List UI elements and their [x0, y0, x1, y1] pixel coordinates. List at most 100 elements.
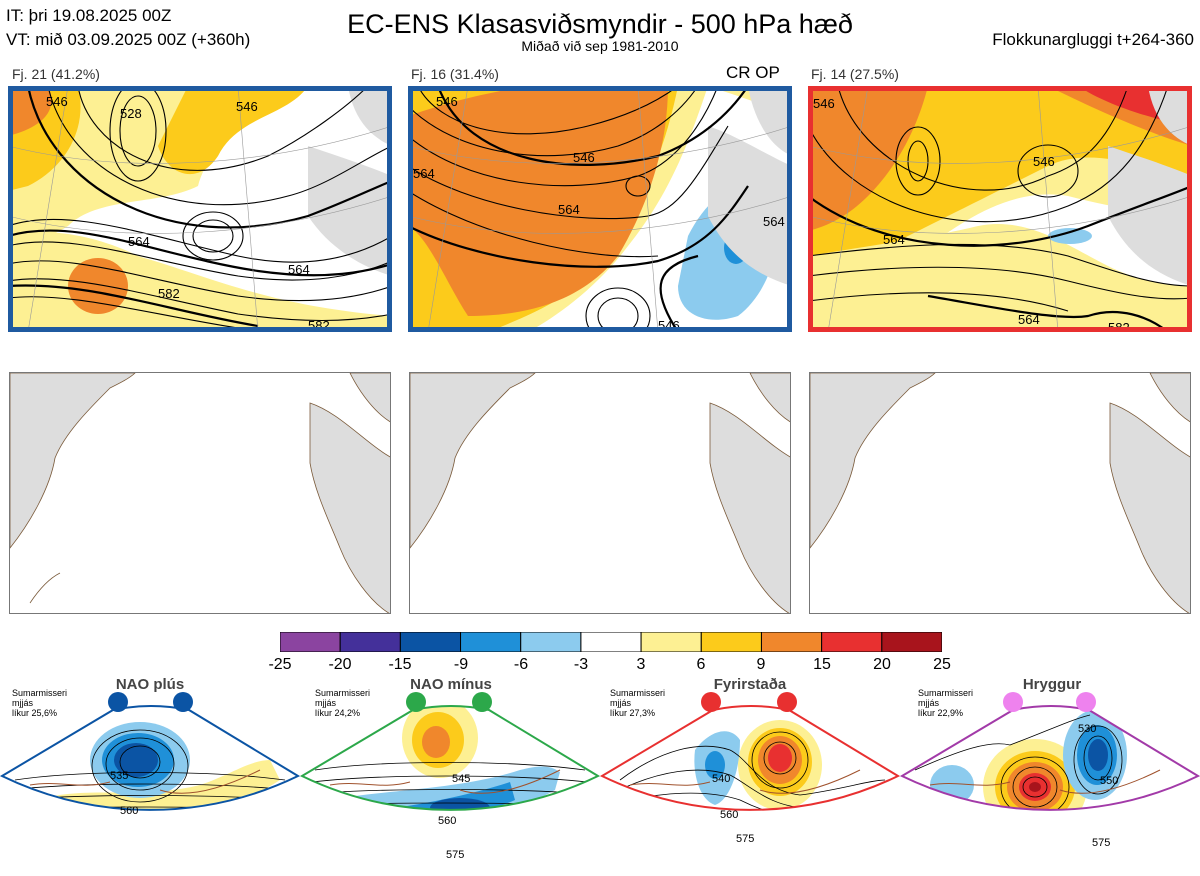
contour-label: 528	[120, 106, 142, 121]
regime-4-map: 530 550 575	[899, 690, 1200, 871]
contour-label: 560	[120, 805, 138, 817]
contour-label: 564	[558, 202, 580, 217]
contour-label: 575	[1092, 837, 1110, 849]
colorbar-tick: 25	[933, 656, 951, 673]
init-time: IT: þri 19.08.2025 00Z	[6, 6, 172, 25]
colorbar-tick: -9	[453, 656, 469, 673]
contour-label: 575	[736, 833, 754, 845]
colorbar-swatch	[760, 631, 823, 653]
colorbar-tick: -3	[573, 656, 589, 673]
contour-label: 564	[1018, 312, 1040, 327]
regime-2-note: Sumarmisseri mjjás líkur 24,2%	[315, 688, 370, 718]
cluster-3-map: 546 564 564 582 546	[808, 86, 1192, 332]
contour-label: 560	[438, 815, 456, 827]
colorbar-tick: -25	[268, 656, 292, 673]
regime-2-title: NAO mínus	[410, 676, 492, 693]
colorbar-cells	[279, 631, 943, 653]
contour-label: 564	[883, 232, 905, 247]
colorbar-tick: 15	[813, 656, 831, 673]
colorbar-tick: -15	[388, 656, 412, 673]
contour-label: 546	[1033, 154, 1055, 169]
contour-label: 564	[128, 234, 150, 249]
contour-label: 560	[720, 809, 738, 821]
colorbar-swatch	[460, 631, 522, 653]
anomaly-positive-strong	[408, 86, 668, 316]
contour-label: 582	[158, 286, 180, 301]
anomaly-positive-strong	[808, 86, 928, 231]
regime-likelihood: líkur 24,2%	[315, 708, 361, 718]
regime-4-note: Sumarmisseri mjjás líkur 22,9%	[918, 688, 973, 718]
regime-months: mjjás	[610, 698, 632, 708]
colorbar-swatch	[640, 631, 702, 653]
regime-likelihood: líkur 27,3%	[610, 708, 656, 718]
cluster-2-tag: CR OP	[726, 63, 780, 82]
colorbar-swatch	[399, 631, 462, 653]
colorbar-swatch	[700, 631, 762, 653]
colorbar-swatch	[580, 631, 642, 653]
cluster-1-label: Fj. 21 (41.2%)	[12, 66, 100, 82]
regime-months: mjjás	[12, 698, 34, 708]
contour-label: 530	[1078, 723, 1096, 735]
page-title: EC-ENS Klasasviðsmyndir - 500 hPa hæð	[347, 9, 853, 39]
regime-3-map: 540 560 575	[599, 690, 901, 871]
contour-label: 546	[573, 150, 595, 165]
colorbar-swatch	[279, 631, 341, 653]
contour-label: 564	[288, 262, 310, 277]
colorbar-swatch	[339, 631, 401, 653]
contour-label: 540	[712, 773, 730, 785]
empty-map-panel-2	[409, 372, 791, 614]
landmass	[308, 146, 392, 276]
anomaly-positive-strong	[8, 86, 52, 136]
contour-label: 546	[813, 96, 835, 111]
regime-1-note: Sumarmisseri mjjás líkur 25,6%	[12, 688, 67, 718]
regime-2-map: 545 560 575	[299, 690, 601, 871]
regime-3-note: Sumarmisseri mjjás líkur 27,3%	[610, 688, 665, 718]
contour-label: 546	[46, 94, 68, 109]
contour-label: 564	[413, 166, 435, 181]
contour-label: 550	[1100, 775, 1118, 787]
regime-3-title: Fyrirstaða	[713, 676, 787, 693]
cluster-3-label: Fj. 14 (27.5%)	[811, 66, 899, 82]
colorbar-swatch	[520, 631, 582, 653]
anomaly-negative-weak	[1048, 228, 1092, 244]
contour-label: 582	[1108, 320, 1130, 332]
valid-time: VT: mið 03.09.2025 00Z (+360h)	[6, 30, 251, 49]
anomaly-positive-strong	[68, 258, 128, 314]
regime-months: mjjás	[918, 698, 940, 708]
cluster-1-map: 546 564 582 546 564 582 528	[8, 86, 392, 332]
regime-months: mjjás	[315, 698, 337, 708]
regime-1-map: 535 560	[0, 690, 301, 871]
colorbar-tick: 20	[873, 656, 891, 673]
landmass	[348, 86, 392, 146]
regime-1-title: NAO plús	[115, 676, 185, 693]
contour-label: 564	[763, 214, 785, 229]
colorbar-tick: -20	[328, 656, 352, 673]
regime-likelihood: líkur 25,6%	[12, 708, 58, 718]
regime-4-title: Hryggur	[1022, 676, 1082, 693]
landmass	[748, 86, 792, 156]
anomaly-positive-weak	[808, 224, 1192, 332]
contour-label: 575	[446, 849, 464, 861]
colorbar-swatch	[821, 631, 883, 653]
landmass	[708, 126, 792, 286]
colorbar-tick: -6	[513, 656, 529, 673]
regime-season: Sumarmisseri	[918, 688, 974, 698]
classification-window: Flokkunargluggi t+264-360	[992, 30, 1194, 49]
regime-season: Sumarmisseri	[315, 688, 371, 698]
regime-season: Sumarmisseri	[12, 688, 68, 698]
page-subtitle: Miðað við sep 1981-2010	[521, 38, 679, 54]
empty-map-panel-3	[809, 372, 1191, 614]
colorbar-swatch	[881, 631, 943, 653]
colorbar	[279, 631, 943, 653]
colorbar-tick: 6	[696, 656, 706, 673]
regime-season: Sumarmisseri	[610, 688, 666, 698]
contour-label: 582	[308, 318, 330, 332]
cluster-2-label: Fj. 16 (31.4%)	[411, 66, 499, 82]
regime-likelihood: líkur 22,9%	[918, 708, 964, 718]
cluster-2-map: 546 564 546 564 564 546	[408, 86, 792, 332]
anomaly-positive	[158, 86, 308, 175]
contour-label: 546	[436, 94, 458, 109]
landmass	[1108, 146, 1192, 286]
contour-label: 546	[236, 99, 258, 114]
contour-label: 535	[110, 770, 128, 782]
